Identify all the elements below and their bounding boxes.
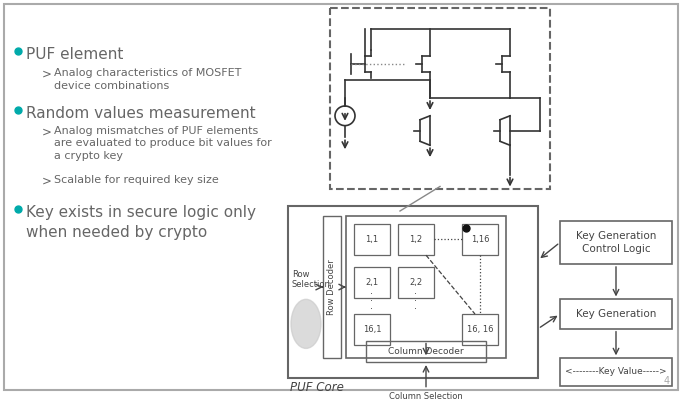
Text: Column Decoder: Column Decoder [388,347,464,356]
Text: >: > [42,126,52,139]
Text: Analog mismatches of PUF elements
are evaluated to produce bit values for
a cryp: Analog mismatches of PUF elements are ev… [54,126,271,161]
Text: 16, 16: 16, 16 [466,325,493,334]
Text: Scalable for required key size: Scalable for required key size [54,175,219,185]
Text: 1,1: 1,1 [366,235,379,244]
Text: Analog characteristics of MOSFET
device combinations: Analog characteristics of MOSFET device … [54,68,241,91]
Text: Row
Selection: Row Selection [292,269,331,289]
Text: Key Generation
Control Logic: Key Generation Control Logic [576,231,656,253]
Text: <--------Key Value----->: <--------Key Value-----> [565,367,667,377]
Text: Key exists in secure logic only
when needed by crypto: Key exists in secure logic only when nee… [26,205,256,240]
Text: >: > [42,175,52,188]
Text: ·
·
·: · · · [415,289,417,314]
Text: Row Decoder: Row Decoder [327,259,336,315]
Text: PUF element: PUF element [26,47,123,62]
Text: 16,1: 16,1 [363,325,381,334]
Text: 1,2: 1,2 [409,235,423,244]
Text: >: > [42,68,52,81]
Text: Key Generation: Key Generation [576,309,656,319]
Text: 4: 4 [664,376,670,386]
Text: Column Selection: Column Selection [389,392,463,401]
Text: 2,1: 2,1 [366,278,379,287]
Text: PUF Core: PUF Core [290,381,344,394]
Text: 2,2: 2,2 [409,278,423,287]
Ellipse shape [291,299,321,348]
Text: Random values measurement: Random values measurement [26,106,256,121]
Text: 1,16: 1,16 [471,235,489,244]
Text: ·
·
·: · · · [370,289,374,314]
